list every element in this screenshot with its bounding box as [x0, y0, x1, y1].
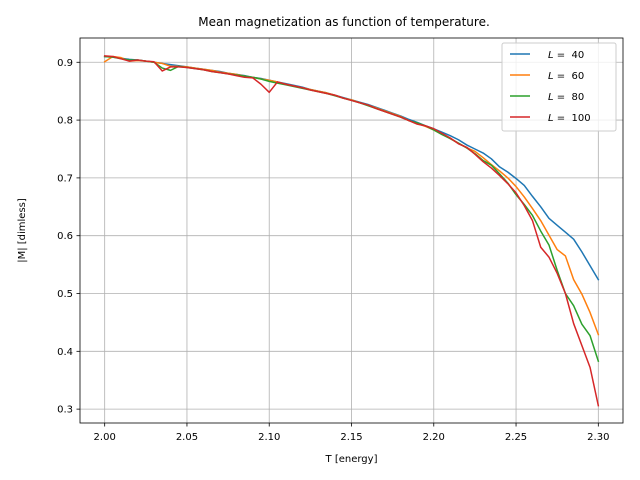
x-axis-ticks: 2.00 2.05 2.10 2.15 2.20 2.25 2.30 [94, 423, 609, 443]
series-line-3 [103, 55, 600, 407]
x-tick-label: 2.20 [423, 432, 445, 443]
legend-entry-value: = 80 [554, 92, 585, 103]
y-tick-label: 0.4 [57, 347, 73, 358]
legend-entry-0: L = 40 [548, 50, 584, 61]
legend-entry-symbol: L [548, 92, 554, 103]
x-tick-label: 2.15 [340, 432, 362, 443]
x-tick-label: 2.00 [94, 432, 116, 443]
y-axis-label: |M| [dimless] [17, 198, 28, 263]
y-tick-label: 0.8 [57, 116, 73, 127]
x-tick-label: 2.30 [587, 432, 609, 443]
legend-entry-symbol: L [548, 50, 554, 61]
legend: L = 40L = 60L = 80L = 100 [501, 42, 617, 132]
x-tick-label: 2.25 [505, 432, 527, 443]
y-tick-label: 0.3 [57, 405, 73, 416]
legend-entry-value: = 100 [554, 113, 591, 124]
chart-title: Mean magnetization as function of temper… [198, 15, 490, 29]
x-tick-label: 2.05 [176, 432, 198, 443]
legend-entry-symbol: L [548, 113, 554, 124]
x-tick-label: 2.10 [258, 432, 280, 443]
y-tick-label: 0.9 [57, 58, 73, 69]
legend-entry-symbol: L [548, 71, 554, 82]
legend-entry-3: L = 100 [548, 113, 591, 124]
legend-entry-2: L = 80 [548, 92, 584, 103]
y-axis-ticks: 0.3 0.4 0.5 0.6 0.7 0.8 0.9 [57, 58, 80, 416]
series-lines [103, 55, 600, 407]
y-tick-label: 0.7 [57, 173, 73, 184]
legend-entry-value: = 40 [554, 50, 585, 61]
legend-entry-value: = 60 [554, 71, 585, 82]
x-axis-label: T [energy] [325, 454, 378, 465]
y-tick-label: 0.5 [57, 289, 73, 300]
y-tick-label: 0.6 [57, 231, 73, 242]
legend-entry-1: L = 60 [548, 71, 584, 82]
legend-box [501, 42, 617, 132]
